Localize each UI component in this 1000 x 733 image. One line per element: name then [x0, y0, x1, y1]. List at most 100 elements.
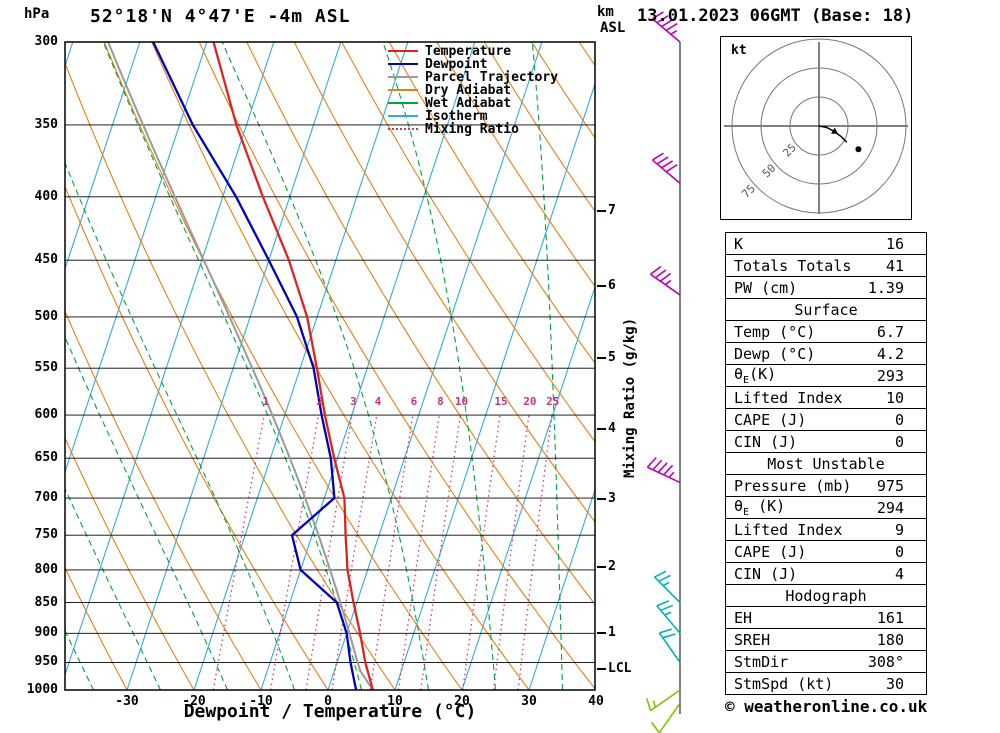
legend-item: Temperature: [388, 44, 558, 59]
legend-item-label: Mixing Ratio: [425, 122, 519, 137]
table-row-label: Pressure (mb): [734, 476, 852, 495]
table-row-value: 10: [885, 388, 904, 407]
mixing-ratio-value-label: 3: [350, 395, 357, 408]
km-tick-mark: [597, 668, 606, 671]
km-tick-label: 2: [608, 558, 616, 574]
temperature-tick-label: 20: [454, 694, 470, 709]
table-row: CIN (J) 4: [726, 563, 926, 585]
table-row-label: PW (cm): [734, 278, 798, 297]
x-axis-title: Dewpoint / Temperature (°C): [183, 701, 477, 722]
table-row-value: 1.39: [867, 278, 904, 297]
table-row-label: θE (K): [734, 497, 786, 518]
mixing-ratio-value-label: 1: [262, 395, 269, 408]
km-tick-mark: [597, 428, 606, 431]
table-row: K 16: [726, 233, 926, 255]
table-row: PW (cm) 1.39: [726, 277, 926, 299]
pressure-tick-label: 850: [34, 594, 58, 610]
parcel-trajectory-curve: [107, 42, 374, 690]
copyright-link[interactable]: © weatheronline.co.uk: [725, 697, 928, 716]
km-tick-label: 7: [608, 203, 616, 219]
km-tick-label: 6: [608, 277, 616, 293]
pressure-tick-label: 900: [34, 625, 58, 641]
dry-adiabat-line: [198, 42, 595, 690]
km-axis-label: km: [597, 4, 614, 20]
asl-axis-label: ASL: [600, 20, 626, 36]
table-row: CIN (J) 0: [726, 431, 926, 453]
hodograph-ring: [789, 96, 849, 156]
wet-adiabat-line: [221, 42, 430, 690]
temperature-tick-label: -20: [182, 694, 206, 709]
wind-barb: [646, 457, 681, 484]
mixing-ratio-value-label: 20: [523, 395, 537, 408]
table-row-label: Lifted Index: [734, 388, 843, 407]
dry-adiabat-line: [65, 436, 195, 690]
table-row-label: CIN (J): [734, 564, 798, 583]
pressure-tick-label: 1000: [26, 682, 58, 697]
isotherm-line: [260, 42, 476, 690]
run-date-label: 13.01.2023 06GMT (Base: 18): [637, 6, 914, 26]
table-row: Lifted Index 10: [726, 387, 926, 409]
table-row-value: 4.2: [876, 344, 904, 363]
legend-item: Wet Adiabat: [388, 96, 558, 111]
dry-adiabat-line: [151, 42, 530, 690]
isotherm-legend-swatch: [388, 115, 418, 117]
dewpoint-legend-swatch: [388, 63, 418, 65]
mixing-ratio-axis-title: Mixing Ratio (g/kg): [622, 317, 638, 478]
wind-barb: [650, 702, 681, 733]
plot-border: [64, 41, 596, 691]
plot-grid: [65, 42, 595, 690]
table-row-label: StmSpd (kt): [734, 674, 834, 693]
temperature-tick-label: 10: [387, 694, 403, 709]
mixing-ratio-value-label: 10: [454, 395, 469, 408]
table-row-label: StmDir: [734, 652, 789, 671]
mixing-ratio-value-label: 15: [494, 395, 508, 408]
mixing-ratio-value-label: 8: [437, 395, 444, 408]
hodograph-ring: [760, 67, 878, 185]
table-section-header: Most Unstable: [726, 453, 926, 475]
legend-item-label: Wet Adiabat: [425, 96, 512, 111]
table-row-label: θE(K): [734, 365, 777, 386]
mixing-ratio-value-label: 6: [410, 395, 418, 408]
table-row-value: 293: [876, 366, 904, 385]
wind-barb: [651, 11, 681, 43]
pressure-tick-label: 350: [34, 116, 58, 132]
table-row-value: 30: [885, 674, 904, 693]
table-row-value: 0: [894, 542, 904, 561]
table-row-label: Lifted Index: [734, 520, 843, 539]
km-tick-mark: [597, 631, 606, 634]
mixing-ratio-line: [212, 414, 265, 690]
dry-adiabat-line: [65, 310, 262, 690]
legend-item: Parcel Trajectory: [388, 70, 558, 85]
mixing-ratio-line: [305, 414, 353, 690]
isotherm-line: [193, 42, 409, 690]
dry-adiabat-legend-swatch: [388, 89, 418, 91]
hodograph-trace-arrow: [831, 127, 839, 134]
legend-item: Mixing Ratio: [388, 122, 558, 137]
table-row-value: 0: [894, 432, 904, 451]
dry-adiabat-line: [293, 42, 595, 523]
legend-item-label: Temperature: [425, 44, 512, 59]
km-tick-mark: [597, 565, 606, 568]
temperature-tick-label: 0: [324, 694, 332, 709]
table-row-value: 6.7: [876, 322, 904, 341]
table-row-value: 308°: [867, 652, 904, 671]
table-row-value: 4: [894, 564, 904, 583]
legend: Temperature Dewpoint Parcel Trajectory Dry …: [388, 44, 558, 137]
pressure-tick-label: 800: [34, 561, 58, 577]
dry-adiabat-line: [65, 566, 128, 690]
pressure-tick-label: 650: [34, 450, 58, 466]
pressure-tick-label: 400: [34, 188, 58, 204]
table-row-label: Dewp (°C): [734, 344, 816, 363]
pressure-tick-label: 450: [34, 252, 58, 268]
km-tick-mark: [597, 210, 606, 213]
table-row-label: K: [734, 234, 744, 253]
table-row-label: CAPE (J): [734, 542, 807, 561]
table-row: Lifted Index 9: [726, 519, 926, 541]
table-row: StmSpd (kt) 30: [726, 673, 926, 694]
table-row-label: EH: [734, 608, 753, 627]
wet-adiabat-legend-swatch: [388, 102, 418, 104]
table-row-label: CIN (J): [734, 432, 798, 451]
